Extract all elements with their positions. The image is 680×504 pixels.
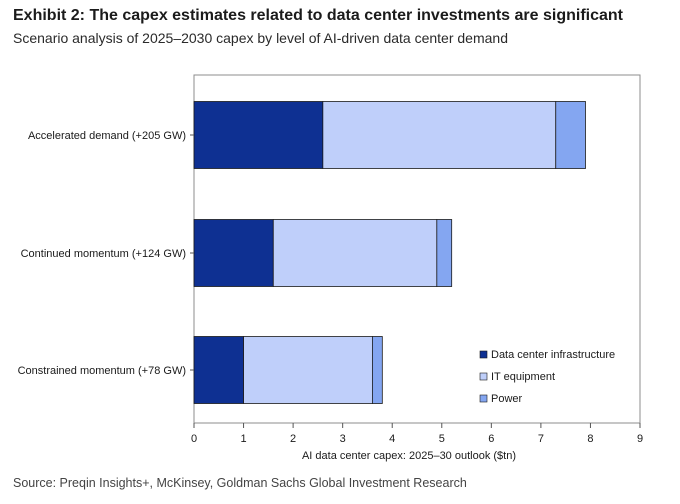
- legend-label-2: IT equipment: [491, 371, 555, 383]
- bar-segment-1-2: [193, 219, 274, 287]
- y-tick-label-2: Continued momentum (+124 GW): [21, 248, 186, 260]
- legend-label-3: Power: [491, 393, 523, 405]
- legend-swatch-1: [479, 350, 488, 359]
- bar-segment-2-1: [322, 101, 557, 169]
- x-tick-label-9: 8: [587, 433, 593, 445]
- x-tick-label-10: 9: [637, 433, 643, 445]
- x-tick-label-7: 6: [488, 433, 494, 445]
- bar-segment-1-1: [193, 101, 324, 169]
- x-tick-label-8: 7: [538, 433, 544, 445]
- y-tick-label-3: Constrained momentum (+78 GW): [18, 365, 186, 377]
- bar-segment-2-2: [272, 219, 438, 287]
- bar-segment-3-2: [436, 219, 453, 287]
- legend-label-1: Data center infrastructure: [491, 349, 615, 361]
- x-tick-label-5: 4: [389, 433, 395, 445]
- exhibit-title: Exhibit 2: The capex estimates related t…: [13, 7, 623, 24]
- bar-segment-2-3: [243, 336, 373, 404]
- exhibit-subtitle: Scenario analysis of 2025–2030 capex by …: [13, 30, 508, 46]
- x-tick-label-6: 5: [439, 433, 445, 445]
- x-tick-label-3: 2: [290, 433, 296, 445]
- y-tick-label-1: Accelerated demand (+205 GW): [28, 130, 186, 142]
- x-tick-label-4: 3: [340, 433, 346, 445]
- bar-segment-1-3: [193, 336, 244, 404]
- x-tick-label-2: 1: [240, 433, 246, 445]
- bar-segment-3-3: [371, 336, 383, 404]
- x-tick-label-1: 0: [191, 433, 197, 445]
- legend-swatch-2: [479, 372, 488, 381]
- bar-segment-3-1: [555, 101, 586, 169]
- x-axis-title: AI data center capex: 2025–30 outlook ($…: [302, 450, 516, 462]
- source-note: Source: Preqin Insights+, McKinsey, Gold…: [13, 476, 467, 490]
- legend-swatch-3: [479, 394, 488, 403]
